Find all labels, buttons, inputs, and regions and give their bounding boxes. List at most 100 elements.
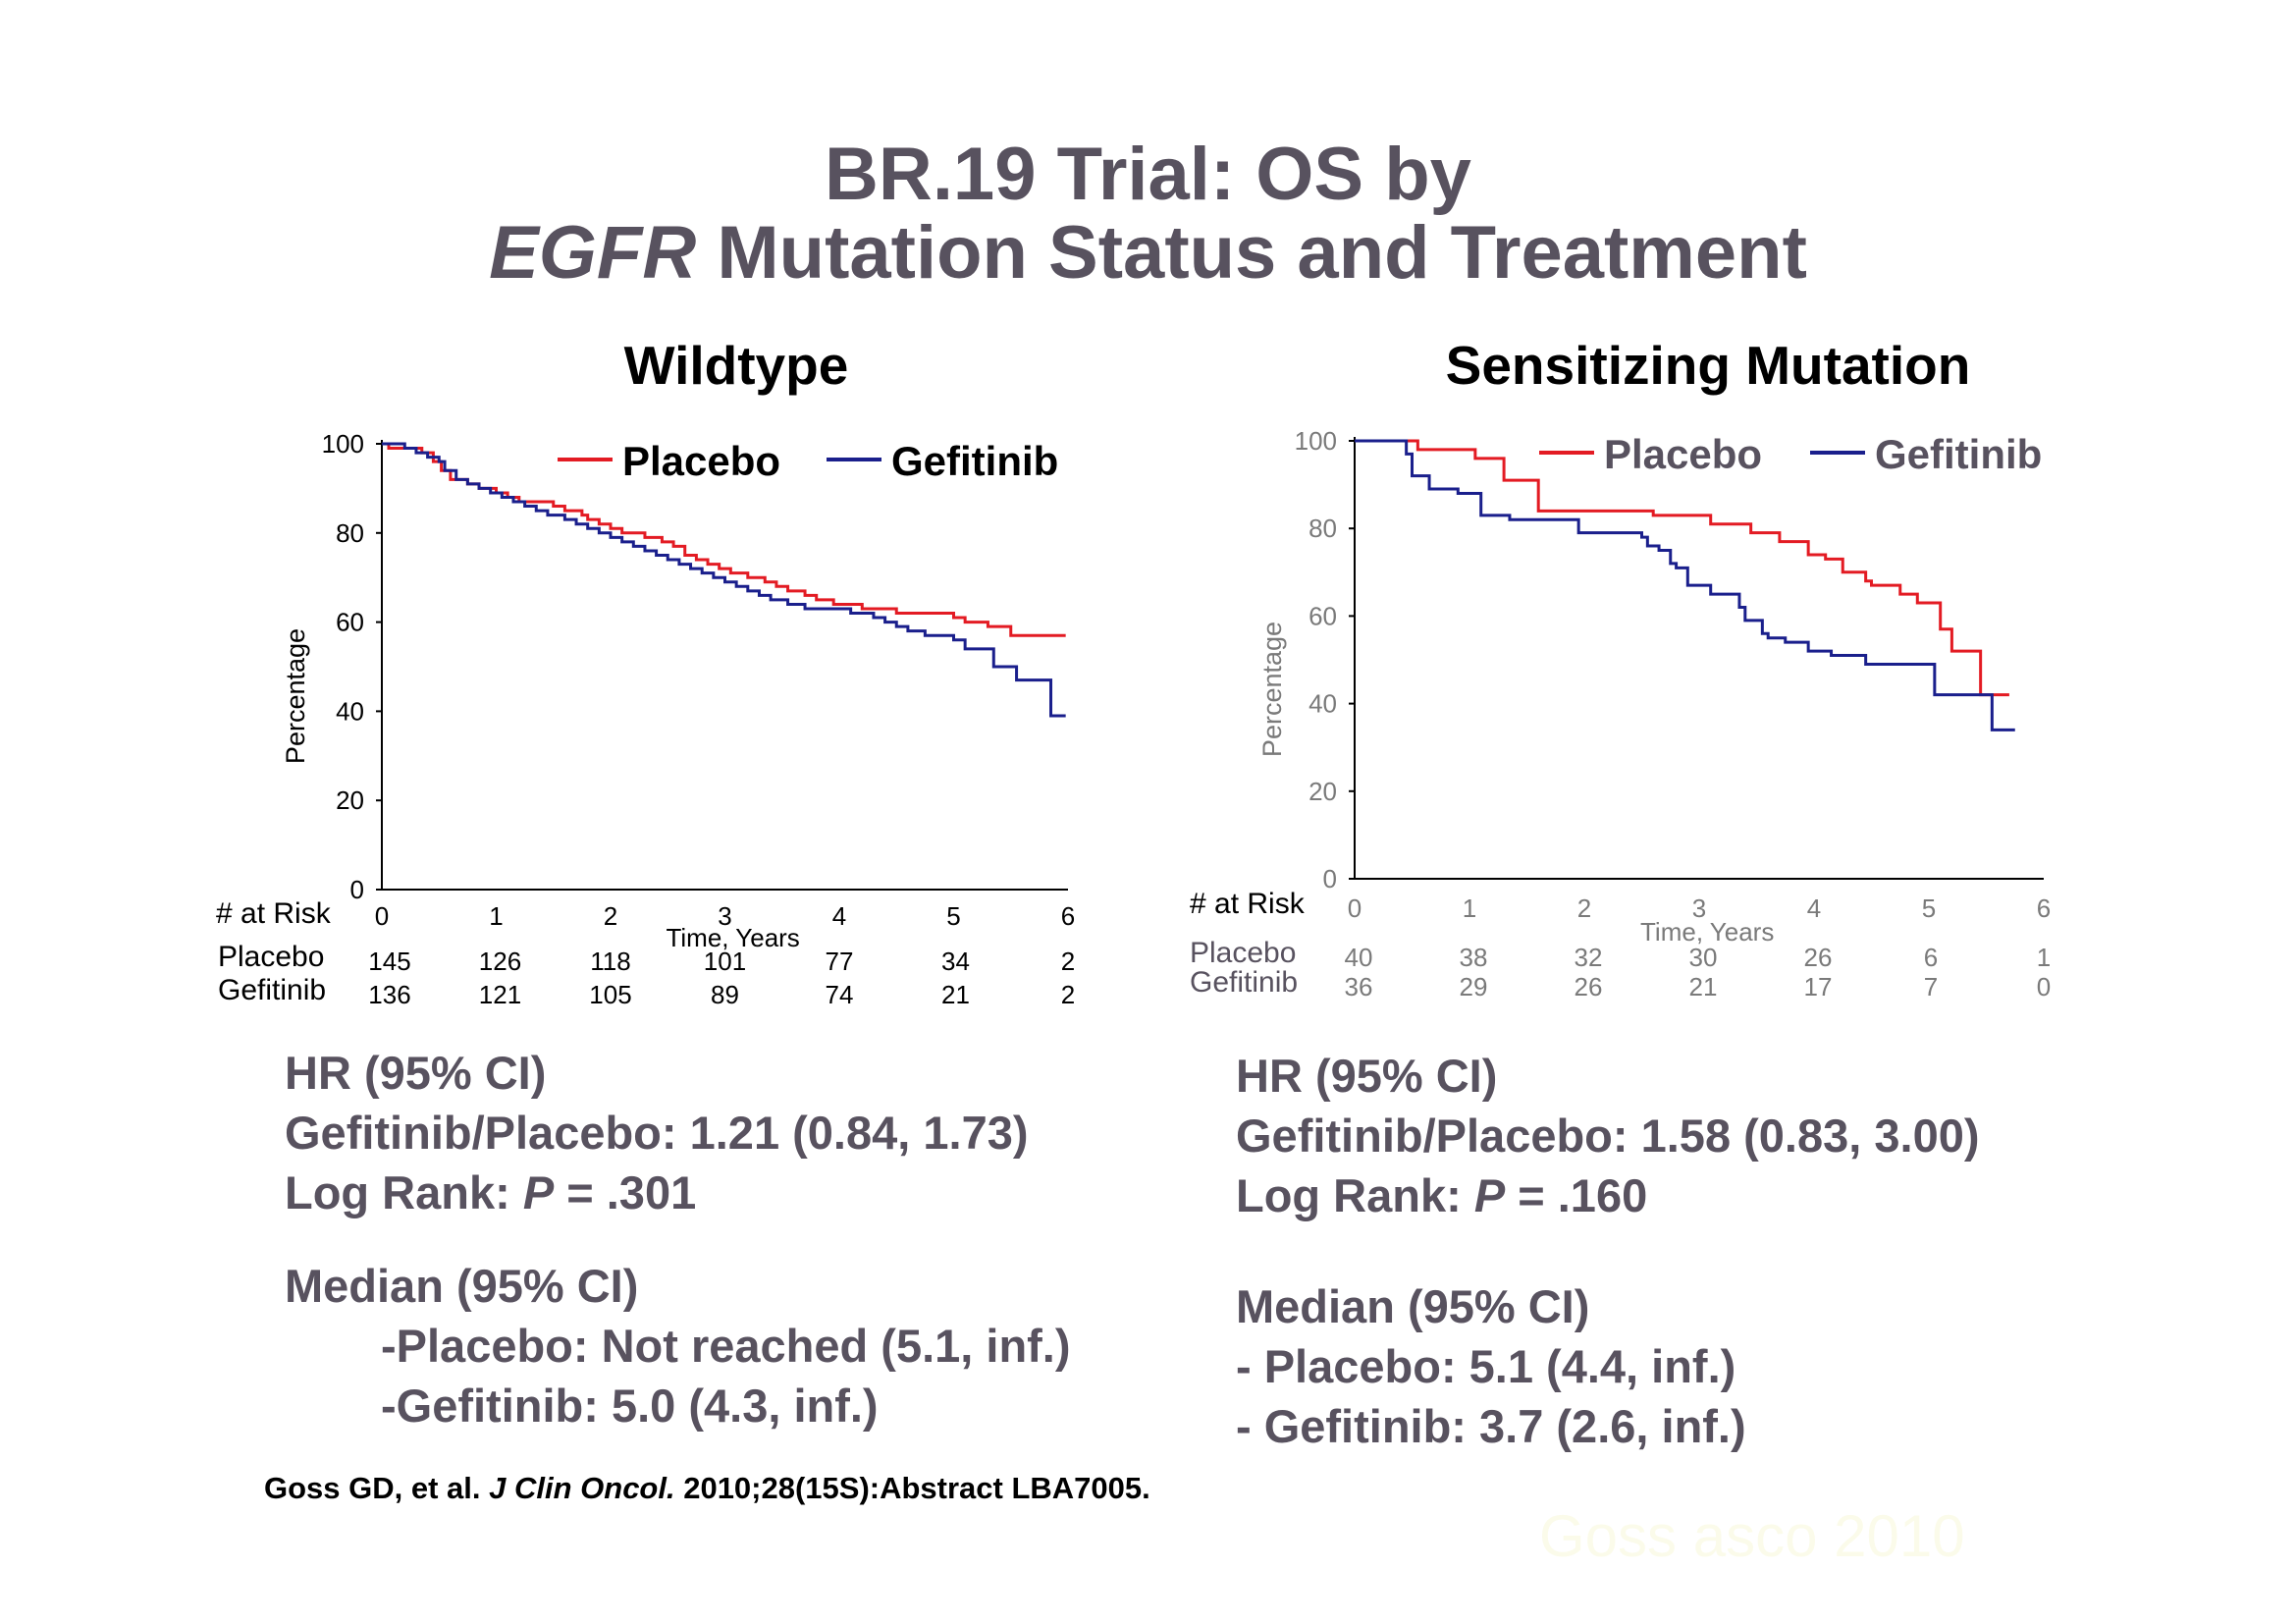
wildtype-hr-label: HR (95% CI) (285, 1047, 547, 1099)
y-tick-label: 0 (1323, 864, 1337, 893)
at-risk-value: 89 (711, 980, 739, 1009)
wildtype-median-placebo: -Placebo: Not reached (5.1, inf.) (381, 1320, 1071, 1372)
at-risk-value: 136 (368, 980, 410, 1009)
legend-label-gefitinib: Gefitinib (891, 438, 1058, 484)
at-risk-value: 118 (590, 947, 630, 976)
mutation-logrank-label: Log Rank: (1236, 1169, 1474, 1221)
legend-label-placebo: Placebo (622, 438, 780, 484)
at-risk-value: 0 (2037, 972, 2051, 1001)
title-line-2: EGFR Mutation Status and Treatment (0, 214, 2296, 293)
mutation-stats: HR (95% CI) Gefitinib/Placebo: 1.58 (0.8… (1236, 1046, 1980, 1456)
panel-title-mutation: Sensitizing Mutation (1445, 335, 1971, 396)
x-tick-label: 5 (946, 901, 960, 931)
x-tick-label: 0 (1348, 893, 1362, 923)
series-line-placebo (382, 442, 1066, 637)
slide-title: BR.19 Trial: OS by EGFR Mutation Status … (0, 135, 2296, 293)
x-tick-label: 5 (1922, 893, 1936, 923)
at-risk-value: 126 (479, 947, 521, 976)
wildtype-logrank-label: Log Rank: (285, 1166, 523, 1218)
at-risk-value: 30 (1689, 943, 1718, 972)
y-tick-label: 100 (1295, 426, 1337, 456)
y-tick-label: 80 (1308, 514, 1337, 543)
x-tick-label: 0 (375, 901, 389, 931)
title-egfr: EGFR (489, 211, 697, 295)
y-tick-label: 20 (336, 785, 364, 815)
mutation-hr-label: HR (95% CI) (1236, 1050, 1498, 1102)
at-risk-value: 1 (2037, 943, 2051, 972)
y-tick-label: 60 (336, 608, 364, 637)
x-tick-label: 2 (1577, 893, 1591, 923)
x-axis-label: Time, Years (1640, 917, 1774, 947)
x-axis-label: Time, Years (666, 923, 799, 952)
at-risk-value: 77 (826, 947, 854, 976)
at-risk-value: 145 (368, 947, 410, 976)
wildtype-median-label: Median (95% CI) (285, 1260, 639, 1312)
mutation-logrank-p: P (1473, 1169, 1506, 1221)
mutation-hr-value: Gefitinib/Placebo: 1.58 (0.83, 3.00) (1236, 1110, 1980, 1162)
at-risk-value: 2 (1061, 947, 1075, 976)
at-risk-value: 7 (1924, 972, 1938, 1001)
at-risk-value: 21 (941, 980, 970, 1009)
panel-title-wildtype: Wildtype (623, 335, 849, 396)
at-risk-value: 101 (704, 947, 746, 976)
at-risk-value: 74 (826, 980, 854, 1009)
at-risk-value: 40 (1345, 943, 1373, 972)
y-tick-label: 100 (322, 429, 364, 459)
series-line-gefitinib (382, 442, 1066, 718)
citation-authors: Goss GD, et al. (264, 1471, 490, 1505)
x-tick-label: 6 (2037, 893, 2051, 923)
legend-label-placebo: Placebo (1604, 431, 1762, 477)
at-risk-value: 36 (1345, 972, 1373, 1001)
at-risk-label: # at Risk (216, 897, 332, 930)
at-risk-label: # at Risk (1190, 888, 1306, 920)
wildtype-stats: HR (95% CI) Gefitinib/Placebo: 1.21 (0.8… (285, 1043, 1071, 1435)
x-tick-label: 6 (1061, 901, 1075, 931)
at-risk-value: 105 (589, 980, 631, 1009)
x-tick-label: 4 (1807, 893, 1821, 923)
wildtype-median-gefitinib: -Gefitinib: 5.0 (4.3, inf.) (381, 1380, 879, 1432)
series-line-placebo (1355, 439, 2009, 697)
at-risk-value: 17 (1804, 972, 1833, 1001)
at-risk-row-label: Gefitinib (1190, 966, 1298, 999)
title-line-1: BR.19 Trial: OS by (825, 133, 1471, 216)
series-line-gefitinib (1355, 439, 2015, 731)
citation-details: 2010;28(15S):Abstract LBA7005. (674, 1471, 1150, 1505)
citation-journal: J Clin Oncol. (489, 1471, 675, 1505)
at-risk-value: 38 (1460, 943, 1488, 972)
x-tick-label: 3 (1692, 893, 1706, 923)
x-tick-label: 2 (604, 901, 617, 931)
y-tick-label: 40 (336, 696, 364, 726)
wildtype-logrank-p: P (522, 1166, 555, 1218)
at-risk-value: 29 (1460, 972, 1488, 1001)
y-axis-label: Percentage (1257, 622, 1287, 757)
legend-label-gefitinib: Gefitinib (1875, 431, 2042, 477)
watermark: Goss asco 2010 (1539, 1503, 1965, 1569)
wildtype-logrank: Log Rank: P = .301 (285, 1163, 1071, 1222)
mutation-logrank: Log Rank: P = .160 (1236, 1165, 1980, 1225)
y-tick-label: 0 (350, 875, 364, 904)
y-tick-label: 60 (1308, 601, 1337, 630)
y-tick-label: 20 (1308, 777, 1337, 806)
at-risk-value: 32 (1575, 943, 1603, 972)
at-risk-value: 6 (1924, 943, 1938, 972)
mutation-median-label: Median (95% CI) (1236, 1280, 1590, 1332)
x-tick-label: 4 (832, 901, 846, 931)
x-tick-label: 3 (718, 901, 731, 931)
y-tick-label: 40 (1308, 689, 1337, 719)
wildtype-hr-value: Gefitinib/Placebo: 1.21 (0.84, 1.73) (285, 1107, 1029, 1159)
title-line-2-rest: Mutation Status and Treatment (696, 211, 1807, 295)
at-risk-value: 26 (1575, 972, 1603, 1001)
at-risk-value: 34 (941, 947, 970, 976)
at-risk-row-label: Placebo (1190, 937, 1296, 969)
at-risk-value: 121 (479, 980, 521, 1009)
at-risk-value: 2 (1061, 980, 1075, 1009)
x-tick-label: 1 (1463, 893, 1476, 923)
citation: Goss GD, et al. J Clin Oncol. 2010;28(15… (264, 1471, 1150, 1506)
y-tick-label: 80 (336, 518, 364, 548)
mutation-median-placebo: - Placebo: 5.1 (4.4, inf.) (1236, 1340, 1736, 1392)
y-axis-label: Percentage (281, 628, 310, 764)
mutation-median-gefitinib: - Gefitinib: 3.7 (2.6, inf.) (1236, 1400, 1746, 1452)
x-tick-label: 1 (489, 901, 503, 931)
mutation-logrank-value: = .160 (1505, 1169, 1648, 1221)
at-risk-row-label: Gefitinib (218, 974, 326, 1006)
